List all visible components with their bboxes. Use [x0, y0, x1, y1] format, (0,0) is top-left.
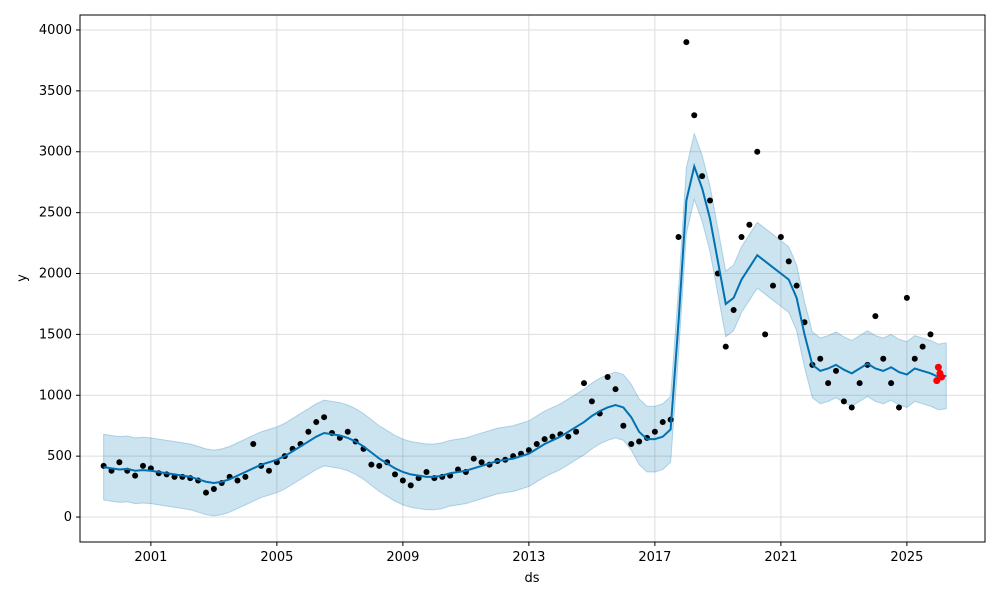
observed-point — [210, 486, 217, 493]
observed-point — [376, 462, 383, 469]
observed-point — [573, 428, 580, 435]
observed-point — [785, 258, 792, 265]
observed-point — [927, 331, 934, 338]
observed-point — [242, 473, 249, 480]
uncertainty-band — [103, 131, 947, 517]
observed-point — [565, 433, 572, 440]
future-point — [938, 373, 946, 381]
observed-point — [470, 455, 477, 462]
observed-point — [140, 462, 147, 469]
observed-point — [321, 414, 328, 421]
observed-point — [344, 428, 351, 435]
y-axis-label: y — [15, 274, 30, 282]
observed-point — [817, 355, 824, 362]
observed-point — [116, 459, 123, 466]
observed-point — [777, 233, 784, 240]
y-tick-label: 3500 — [39, 84, 72, 99]
observed-point — [313, 419, 320, 426]
observed-point — [880, 355, 887, 362]
observed-point — [840, 398, 847, 405]
observed-point — [707, 197, 714, 204]
observed-point — [612, 386, 619, 393]
observed-point — [911, 355, 918, 362]
observed-point — [581, 380, 588, 387]
observed-point — [722, 343, 729, 350]
observed-point — [132, 472, 139, 479]
observed-point — [848, 404, 855, 411]
observed-point — [541, 436, 548, 443]
observed-point — [856, 380, 863, 387]
observed-point — [864, 361, 871, 368]
future-point — [933, 377, 941, 385]
observed-point — [770, 282, 777, 289]
y-tick-label: 4000 — [39, 23, 72, 38]
forecast-line — [103, 162, 947, 484]
observed-point — [754, 148, 761, 155]
observed-point — [392, 471, 399, 478]
observed-point — [549, 433, 556, 440]
observed-point — [399, 477, 406, 484]
y-tick-label: 3000 — [39, 145, 72, 160]
observed-point — [533, 440, 540, 447]
observed-point — [675, 233, 682, 240]
observed-point — [903, 294, 910, 301]
x-tick-label: 2025 — [890, 550, 923, 565]
observed-point — [659, 419, 666, 426]
observed-point — [368, 461, 375, 468]
x-tick-label: 2021 — [764, 550, 797, 565]
observed-point — [604, 374, 611, 381]
observed-point — [888, 380, 895, 387]
x-tick-label: 2017 — [638, 550, 671, 565]
observed-point — [896, 404, 903, 411]
observed-point — [793, 282, 800, 289]
observed-point — [825, 380, 832, 387]
y-tick-label: 1500 — [39, 327, 72, 342]
observed-point — [478, 459, 485, 466]
future-point — [934, 363, 942, 371]
observed-point — [872, 313, 879, 320]
observed-point — [651, 428, 658, 435]
observed-point — [266, 467, 273, 474]
observed-point — [691, 112, 698, 119]
observed-point — [525, 447, 532, 454]
y-tick-label: 500 — [47, 449, 72, 464]
observed-point — [746, 221, 753, 228]
observed-point — [636, 438, 643, 445]
observed-point — [833, 367, 840, 374]
observed-point — [407, 482, 414, 489]
observed-point — [203, 489, 210, 496]
observed-point — [919, 343, 926, 350]
y-tick-label: 1000 — [39, 388, 72, 403]
observed-point — [628, 440, 635, 447]
observed-point — [588, 398, 595, 405]
y-tick-label: 2000 — [39, 267, 72, 282]
observed-point — [234, 477, 241, 484]
x-tick-label: 2001 — [134, 550, 167, 565]
observed-point — [730, 307, 737, 314]
x-tick-label: 2005 — [260, 550, 293, 565]
observed-point — [305, 428, 312, 435]
plot-frame — [79, 14, 986, 543]
y-tick-label: 2500 — [39, 206, 72, 221]
observed-point — [738, 233, 745, 240]
x-tick-label: 2013 — [512, 550, 545, 565]
observed-point — [683, 39, 690, 46]
x-tick-label: 2009 — [386, 550, 419, 565]
y-tick-label: 0 — [64, 510, 72, 525]
observed-point — [762, 331, 769, 338]
observed-point — [423, 468, 430, 475]
observed-point — [620, 422, 627, 429]
observed-point — [250, 440, 257, 447]
x-axis-label: ds — [524, 571, 539, 586]
observed-point — [699, 173, 706, 180]
